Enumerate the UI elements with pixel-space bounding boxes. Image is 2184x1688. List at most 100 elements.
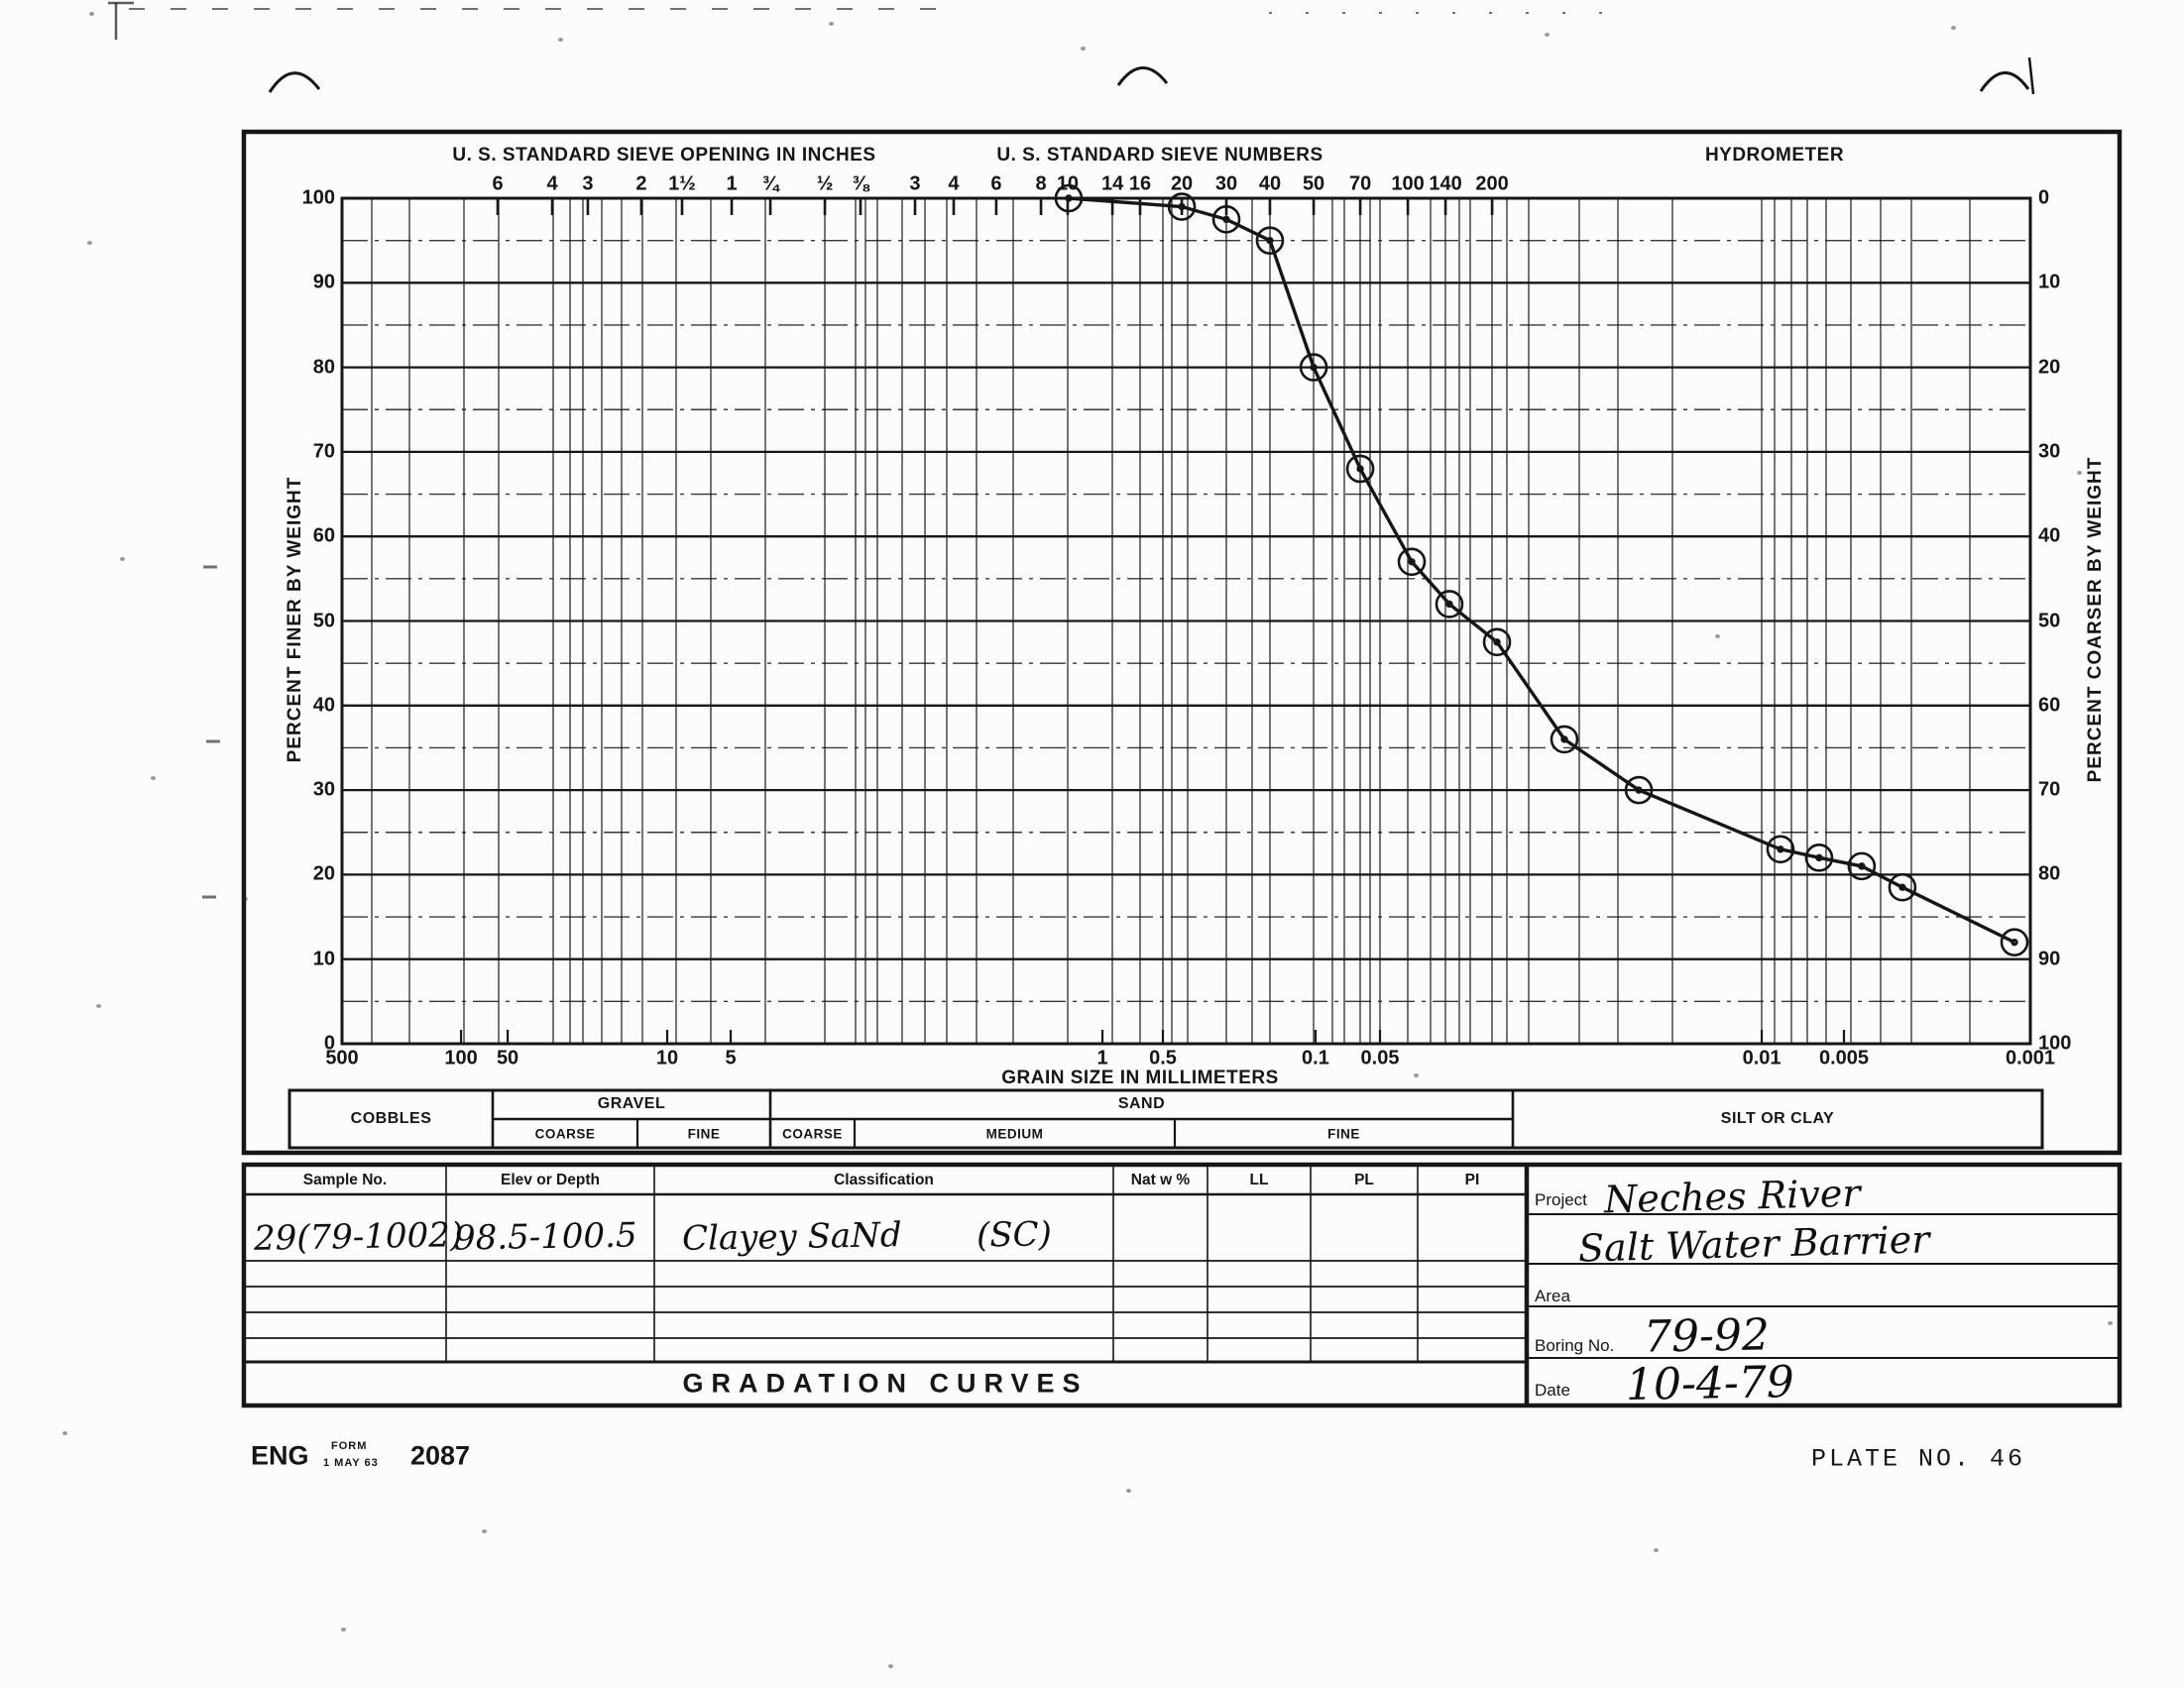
- band-cobbles: COBBLES: [350, 1110, 432, 1127]
- top-axis-tick-label: 20: [1170, 172, 1194, 195]
- boring-no-value: 79-92: [1643, 1309, 1771, 1363]
- data-point-marker: [1408, 558, 1416, 566]
- cell-elev-depth: 98.5-100.5: [453, 1215, 637, 1259]
- left-percent-label: 60: [312, 524, 335, 547]
- data-point-marker: [2000, 928, 2029, 957]
- data-point-marker: [1815, 853, 1823, 862]
- data-point-marker: [2011, 938, 2018, 947]
- scan-speckle: [1951, 26, 1956, 30]
- bottom-axis-label: GRAIN SIZE IN MILLIMETERS: [1001, 1068, 1279, 1088]
- top-axis-tick-label: 4: [948, 172, 960, 195]
- data-point-marker: [1299, 353, 1328, 382]
- band-silt-or-clay: SILT OR CLAY: [1720, 1110, 1835, 1127]
- scan-speckle: [120, 557, 125, 561]
- bottom-axis-tick-label: 0.01: [1742, 1047, 1782, 1069]
- left-percent-label: 10: [312, 948, 335, 970]
- bottom-axis-tick-label: 0.1: [1302, 1047, 1329, 1069]
- plate-number: PLATE NO. 46: [1810, 1444, 2026, 1474]
- band-sand-medium: MEDIUM: [985, 1126, 1044, 1142]
- scan-speckle: [341, 1628, 346, 1632]
- table-header-5: PL: [1354, 1172, 1374, 1188]
- top-axis-tick-label: 8: [1035, 172, 1047, 195]
- band-gravel-coarse: COARSE: [534, 1126, 596, 1142]
- top-axis-tick-label: 50: [1302, 172, 1325, 195]
- right-axis-label: PERCENT COARSER BY WEIGHT: [2085, 456, 2106, 783]
- data-point-marker: [1310, 363, 1318, 372]
- data-point-marker: [1054, 183, 1084, 213]
- data-point-marker: [1255, 226, 1285, 255]
- right-percent-label: 60: [2038, 694, 2061, 717]
- right-percent-label: 70: [2038, 778, 2061, 801]
- table-header-6: PI: [1464, 1172, 1480, 1188]
- bottom-axis-tick-label: 10: [655, 1047, 679, 1069]
- left-percent-label: 90: [312, 271, 335, 293]
- left-percent-label: 50: [312, 610, 335, 631]
- data-point-marker: [1550, 725, 1579, 754]
- data-point-marker: [1222, 215, 1230, 224]
- grid-line: [2027, 56, 2035, 95]
- table-header-0: Sample No.: [302, 1172, 388, 1188]
- bottom-axis-tick-label: 5: [725, 1047, 737, 1069]
- top-axis-tick-label: 6: [492, 172, 504, 195]
- right-percent-label: 10: [2038, 271, 2061, 293]
- data-point-marker: [1445, 600, 1453, 609]
- project-value-line2: Salt Water Barrier: [1577, 1217, 1930, 1271]
- project-label: Project: [1535, 1190, 1587, 1209]
- boring-no-label: Boring No.: [1535, 1336, 1615, 1355]
- scan-mark: [268, 71, 321, 93]
- data-point-marker: [1898, 883, 1906, 891]
- heading-hydrometer: HYDROMETER: [1704, 145, 1845, 166]
- top-axis-tick-label: ½: [816, 172, 834, 195]
- top-axis-tick-label: 1: [726, 172, 738, 195]
- bottom-axis-tick-label: 0.005: [1818, 1047, 1870, 1069]
- scan-speckle: [89, 12, 94, 16]
- top-axis-tick-label: 4: [546, 172, 558, 195]
- cell-sample-no: 29(79-1002): [253, 1215, 464, 1259]
- data-point-marker: [1356, 465, 1364, 473]
- bottom-axis-tick-label: 0.05: [1360, 1047, 1400, 1069]
- band-sand-fine: FINE: [1327, 1126, 1360, 1142]
- top-axis-tick-label: ⅜: [852, 172, 869, 195]
- project-value-line1: Neches River: [1603, 1171, 1861, 1222]
- bottom-axis-tick-label: 500: [325, 1047, 359, 1069]
- top-axis-tick-label: 40: [1258, 172, 1282, 195]
- date-value: 10-4-79: [1625, 1357, 1795, 1410]
- cell-classification-symbol: (SC): [976, 1214, 1053, 1256]
- area-label: Area: [1535, 1287, 1570, 1305]
- top-axis-tick-label: 140: [1429, 172, 1462, 195]
- left-percent-label: 30: [312, 778, 335, 801]
- scan-speckle: [87, 241, 92, 245]
- data-point-marker: [1211, 205, 1241, 234]
- right-percent-label: 80: [2038, 862, 2061, 885]
- data-point-marker: [1847, 851, 1877, 881]
- data-point-marker: [1777, 845, 1784, 853]
- table-header-3: Nat w %: [1130, 1172, 1191, 1188]
- left-percent-label: 20: [312, 862, 335, 885]
- left-percent-label: 0: [323, 1032, 335, 1055]
- footer-form-number: 2087: [410, 1440, 471, 1471]
- bottom-axis-tick-label: 0.5: [1149, 1047, 1177, 1069]
- scan-speckle: [1545, 33, 1550, 37]
- top-axis-tick-label: 2: [635, 172, 647, 195]
- right-percent-label: 20: [2038, 356, 2061, 379]
- right-percent-label: 30: [2038, 440, 2061, 463]
- data-point-marker: [1804, 844, 1834, 872]
- data-point-marker: [1560, 735, 1568, 743]
- left-percent-label: 70: [312, 440, 335, 463]
- box-border: [241, 1162, 2123, 1408]
- right-percent-label: 0: [2038, 186, 2050, 209]
- left-percent-label: 80: [312, 356, 335, 379]
- data-point-marker: [1435, 590, 1464, 619]
- scan-speckle: [829, 22, 834, 26]
- scan-speckle: [558, 38, 563, 42]
- footer-form-word: FORM: [331, 1440, 368, 1452]
- heading-sieve-numbers: U. S. STANDARD SIEVE NUMBERS: [996, 145, 1323, 166]
- top-axis-tick-label: 70: [1348, 172, 1372, 195]
- scan-speckle: [1715, 634, 1720, 638]
- top-axis-tick-label: 3: [909, 172, 921, 195]
- gradation-curve: [1068, 196, 2015, 945]
- scan-speckle: [1126, 1489, 1131, 1493]
- scan-speckle: [151, 776, 156, 780]
- band-gravel: GRAVEL: [597, 1095, 666, 1112]
- data-point-marker: [1397, 547, 1427, 577]
